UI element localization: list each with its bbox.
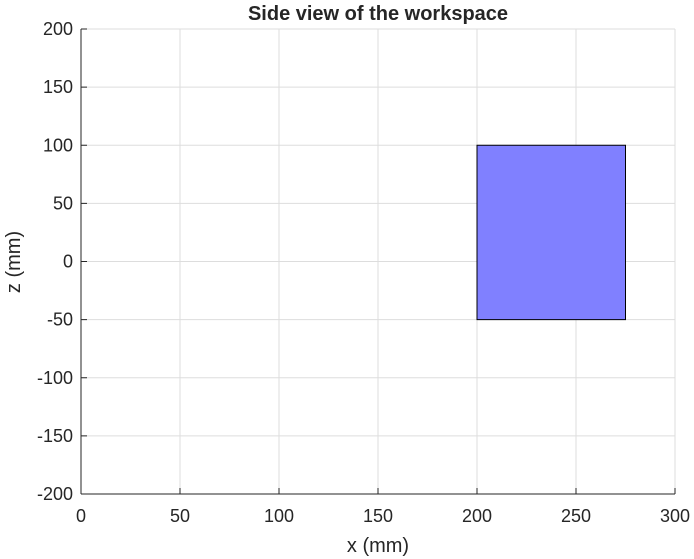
y-tick-label: 150 <box>43 77 73 97</box>
x-tick-label: 100 <box>264 506 294 526</box>
x-tick-label: 50 <box>170 506 190 526</box>
x-tick-label: 0 <box>76 506 86 526</box>
plot-shapes <box>476 144 626 321</box>
x-tick-label: 250 <box>561 506 591 526</box>
chart-title: Side view of the workspace <box>248 3 508 25</box>
y-axis-ticks: -200 -150 -100 -50 0 50 100 150 200 <box>37 19 87 504</box>
y-axis-label: z (mm) <box>3 231 25 293</box>
y-tick-label: -150 <box>37 426 73 446</box>
y-tick-label: -50 <box>47 310 73 330</box>
y-tick-label: 200 <box>43 19 73 39</box>
x-tick-label: 300 <box>660 506 690 526</box>
y-tick-label: 100 <box>43 135 73 155</box>
y-tick-label: -100 <box>37 368 73 388</box>
workspace-rectangle <box>476 144 626 321</box>
y-tick-label: -200 <box>37 484 73 504</box>
y-tick-label: 0 <box>63 252 73 272</box>
x-axis-label: x (mm) <box>347 535 409 557</box>
y-tick-label: 50 <box>53 193 73 213</box>
x-tick-label: 150 <box>363 506 393 526</box>
x-tick-label: 200 <box>462 506 492 526</box>
x-axis-ticks: 0 50 100 150 200 250 300 <box>76 488 690 526</box>
